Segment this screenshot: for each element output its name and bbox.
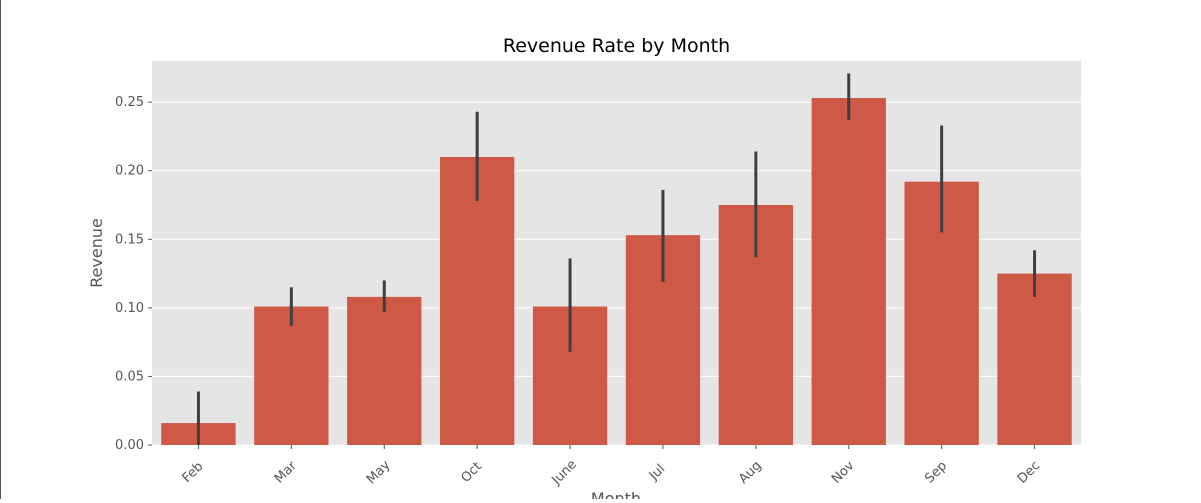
x-axis-label: Month bbox=[591, 489, 641, 499]
y-axis-ticks: 0.00 0.05 0.10 0.15 0.20 0.25 bbox=[115, 95, 152, 453]
x-tick-label: June bbox=[549, 457, 580, 488]
bar bbox=[997, 273, 1072, 445]
y-tick-label: 0.10 bbox=[115, 301, 144, 316]
chart-title: Revenue Rate by Month bbox=[503, 35, 730, 57]
y-tick-label: 0.20 bbox=[115, 164, 144, 179]
bars bbox=[161, 98, 1072, 446]
x-tick-label: Feb bbox=[180, 459, 207, 486]
x-tick-label: Jul bbox=[646, 462, 668, 484]
x-tick-label: Nov bbox=[829, 458, 858, 487]
bar bbox=[347, 296, 422, 445]
y-tick-label: 0.25 bbox=[115, 95, 144, 110]
y-axis-label: Revenue bbox=[87, 218, 106, 288]
x-tick-label: Mar bbox=[272, 458, 300, 486]
x-axis-ticks: Feb Mar May Oct June Jul Aug Nov Sep Dec bbox=[180, 445, 1043, 489]
y-tick-label: 0.15 bbox=[115, 232, 144, 247]
x-tick-label: May bbox=[364, 458, 394, 488]
bar bbox=[439, 157, 515, 445]
window-left-edge bbox=[0, 0, 1, 499]
x-tick-label: Dec bbox=[1015, 458, 1043, 486]
bar bbox=[254, 306, 329, 445]
x-tick-label: Aug bbox=[736, 458, 765, 487]
y-tick-label: 0.05 bbox=[115, 369, 144, 384]
error-bars bbox=[196, 73, 1037, 445]
x-tick-label: Oct bbox=[458, 459, 485, 486]
x-tick-label: Sep bbox=[922, 459, 950, 487]
y-tick-label: 0.00 bbox=[115, 438, 144, 453]
bar bbox=[811, 98, 886, 446]
